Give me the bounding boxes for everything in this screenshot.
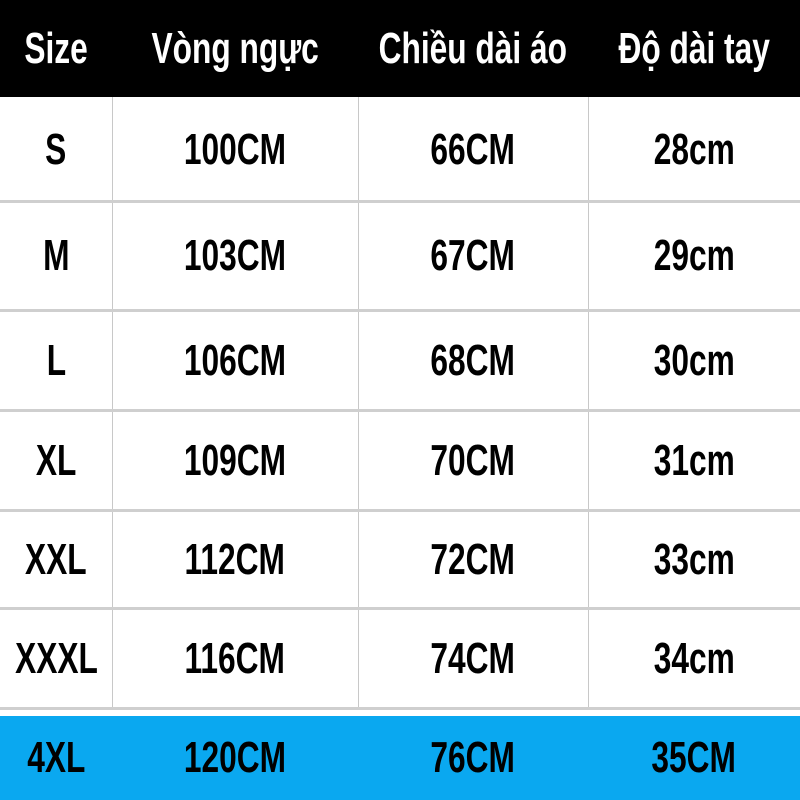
cell-value: 120CM <box>183 733 287 782</box>
table-cell: S <box>0 100 112 200</box>
table-cell: 66CM <box>358 100 588 200</box>
table-cell: XL <box>0 412 112 509</box>
header-size: Size <box>0 0 112 97</box>
row-divider <box>0 509 800 512</box>
row-divider <box>0 309 800 312</box>
table-cell: 76CM <box>358 716 588 800</box>
table-cell: M <box>0 203 112 309</box>
cell-value: 31cm <box>653 435 735 485</box>
cell-value: 72CM <box>430 534 516 584</box>
table-cell: 35CM <box>588 716 800 800</box>
table-cell: 68CM <box>358 312 588 409</box>
table-cell: 103CM <box>112 203 358 309</box>
header-label: Độ dài tay <box>618 23 770 73</box>
row-divider <box>0 200 800 203</box>
cell-value: 70CM <box>430 435 516 485</box>
cell-value: 67CM <box>430 231 516 280</box>
cell-value: 29cm <box>653 231 735 280</box>
table-cell: 106CM <box>112 312 358 409</box>
cell-value: 30cm <box>653 335 735 385</box>
table-cell: 112CM <box>112 512 358 607</box>
table-cell: 74CM <box>358 610 588 707</box>
cell-value: M <box>42 231 70 280</box>
column-divider <box>112 97 113 709</box>
header-label: Vòng ngực <box>151 23 319 73</box>
table-cell: 4XL <box>0 716 112 800</box>
table-cell: 116CM <box>112 610 358 707</box>
table-cell: 30cm <box>588 312 800 409</box>
table-cell: 31cm <box>588 412 800 509</box>
cell-value: 68CM <box>430 335 516 385</box>
table-cell: XXL <box>0 512 112 607</box>
cell-value: 109CM <box>183 435 287 485</box>
cell-value: 103CM <box>183 231 287 280</box>
cell-value: L <box>46 335 66 385</box>
table-cell: 72CM <box>358 512 588 607</box>
table-cell: 120CM <box>112 716 358 800</box>
row-divider <box>0 409 800 412</box>
table-cell: 109CM <box>112 412 358 509</box>
header-label: Size <box>24 23 88 73</box>
cell-value: 4XL <box>26 733 86 782</box>
row-divider <box>0 707 800 710</box>
header-chest: Vòng ngực <box>112 0 358 97</box>
cell-value: 106CM <box>183 335 287 385</box>
table-cell: 67CM <box>358 203 588 309</box>
cell-value: 100CM <box>183 125 287 174</box>
table-cell: XXXL <box>0 610 112 707</box>
cell-value: 112CM <box>184 534 286 584</box>
column-divider <box>358 97 359 709</box>
cell-value: 34cm <box>653 633 735 683</box>
table-header <box>0 0 800 97</box>
table-cell: L <box>0 312 112 409</box>
table-cell: 34cm <box>588 610 800 707</box>
highlighted-row-background <box>0 716 800 800</box>
header-sleeve: Độ dài tay <box>588 0 800 97</box>
table-cell: 29cm <box>588 203 800 309</box>
cell-value: XXXL <box>14 633 98 683</box>
table-cell: 70CM <box>358 412 588 509</box>
cell-value: 66CM <box>430 125 516 174</box>
header-label: Chiều dài áo <box>378 23 568 73</box>
table-cell: 100CM <box>112 100 358 200</box>
cell-value: XL <box>35 435 77 485</box>
cell-value: 28cm <box>653 125 735 174</box>
cell-value: 35CM <box>651 733 737 782</box>
cell-value: S <box>45 125 67 174</box>
cell-value: 74CM <box>430 633 516 683</box>
cell-value: XXL <box>25 534 87 584</box>
table-cell: 33cm <box>588 512 800 607</box>
row-divider <box>0 607 800 610</box>
cell-value: 76CM <box>430 733 516 782</box>
cell-value: 116CM <box>184 633 286 683</box>
cell-value: 33cm <box>653 534 735 584</box>
header-length: Chiều dài áo <box>358 0 588 97</box>
table-cell: 28cm <box>588 100 800 200</box>
column-divider <box>588 97 589 709</box>
